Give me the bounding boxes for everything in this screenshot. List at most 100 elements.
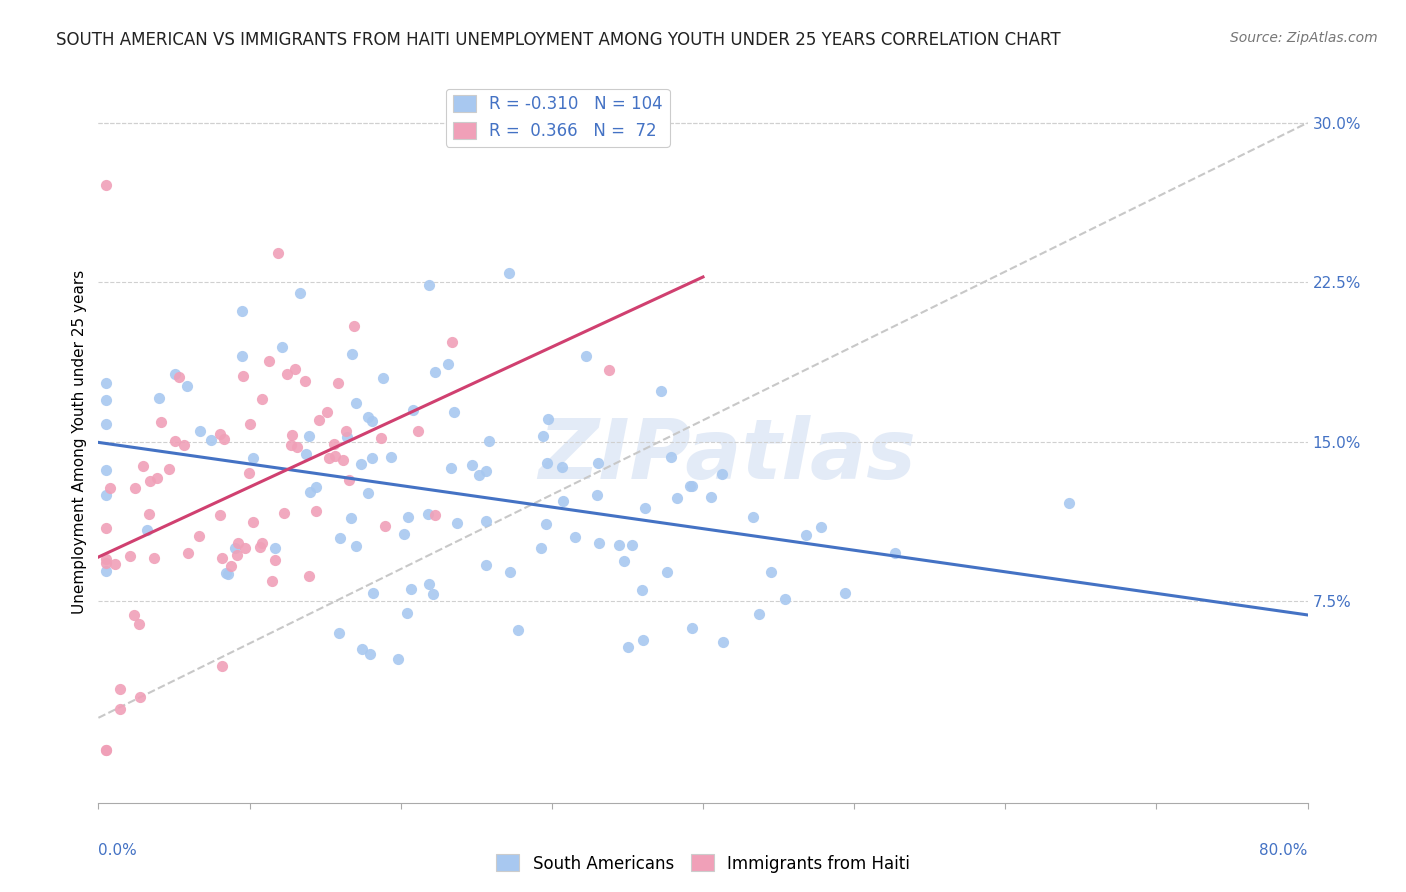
Point: [94, 521, 117, 535]
Point: [264, 541, 287, 556]
Point: [163, 434, 186, 449]
Point: [711, 635, 734, 649]
Point: [163, 367, 186, 381]
Point: [221, 558, 243, 573]
Point: [406, 424, 429, 438]
Point: [681, 621, 703, 635]
Point: [343, 319, 366, 334]
Point: [387, 652, 409, 666]
Point: [361, 414, 384, 428]
Point: [323, 449, 346, 463]
Point: [371, 371, 394, 385]
Point: [711, 467, 734, 482]
Point: [157, 462, 180, 476]
Point: [224, 541, 246, 555]
Point: [260, 574, 283, 588]
Point: [304, 503, 326, 517]
Point: [285, 440, 308, 454]
Point: [108, 682, 131, 697]
Point: [120, 549, 142, 563]
Text: ZIPatlas: ZIPatlas: [538, 416, 917, 497]
Point: [352, 641, 374, 656]
Point: [290, 285, 312, 300]
Point: [94, 565, 117, 579]
Point: [209, 427, 232, 442]
Point: [681, 478, 703, 492]
Point: [176, 379, 198, 393]
Point: [211, 658, 233, 673]
Point: [187, 528, 209, 542]
Legend: R = -0.310   N = 104, R =  0.366   N =  72: R = -0.310 N = 104, R = 0.366 N = 72: [446, 88, 669, 146]
Point: [340, 347, 363, 361]
Point: [299, 484, 322, 499]
Point: [810, 519, 832, 533]
Point: [142, 550, 165, 565]
Legend: South Americans, Immigrants from Haiti: South Americans, Immigrants from Haiti: [489, 847, 917, 880]
Point: [138, 507, 160, 521]
Point: [94, 552, 117, 566]
Point: [177, 546, 200, 560]
Point: [94, 557, 117, 571]
Point: [468, 467, 491, 482]
Point: [104, 557, 127, 571]
Point: [98, 481, 121, 495]
Point: [446, 516, 468, 531]
Point: [575, 350, 598, 364]
Point: [425, 365, 447, 379]
Point: [586, 456, 609, 470]
Point: [630, 582, 652, 597]
Point: [361, 451, 384, 466]
Point: [598, 363, 620, 377]
Point: [498, 566, 520, 580]
Point: [267, 246, 290, 260]
Point: [748, 607, 770, 622]
Point: [328, 626, 350, 640]
Point: [322, 437, 344, 451]
Point: [883, 546, 905, 560]
Point: [357, 409, 380, 424]
Text: SOUTH AMERICAN VS IMMIGRANTS FROM HAITI UNEMPLOYMENT AMONG YOUTH UNDER 25 YEARS : SOUTH AMERICAN VS IMMIGRANTS FROM HAITI …: [56, 31, 1062, 49]
Point: [659, 450, 682, 464]
Point: [657, 565, 679, 579]
Point: [271, 340, 294, 354]
Point: [550, 460, 572, 475]
Point: [332, 453, 354, 467]
Point: [94, 178, 117, 192]
Point: [294, 374, 316, 388]
Point: [425, 508, 447, 522]
Point: [280, 438, 302, 452]
Point: [374, 518, 396, 533]
Point: [475, 514, 498, 528]
Point: [295, 447, 318, 461]
Point: [226, 548, 249, 562]
Point: [773, 591, 796, 606]
Point: [370, 431, 392, 445]
Point: [242, 515, 264, 529]
Point: [380, 450, 402, 464]
Point: [233, 541, 256, 555]
Point: [135, 523, 157, 537]
Point: [326, 376, 349, 390]
Point: [316, 405, 339, 419]
Point: [617, 640, 640, 655]
Point: [350, 457, 373, 471]
Point: [250, 392, 273, 406]
Point: [834, 586, 856, 600]
Point: [534, 517, 557, 532]
Point: [475, 464, 498, 478]
Point: [634, 500, 657, 515]
Point: [607, 538, 630, 552]
Point: [361, 586, 384, 600]
Point: [250, 536, 273, 550]
Point: [132, 458, 155, 473]
Point: [188, 425, 211, 439]
Point: [249, 540, 271, 554]
Point: [536, 456, 558, 470]
Point: [212, 432, 235, 446]
Point: [336, 430, 359, 444]
Point: [475, 558, 498, 573]
Point: [200, 433, 222, 447]
Point: [129, 690, 152, 705]
Point: [238, 466, 260, 480]
Point: [344, 539, 367, 553]
